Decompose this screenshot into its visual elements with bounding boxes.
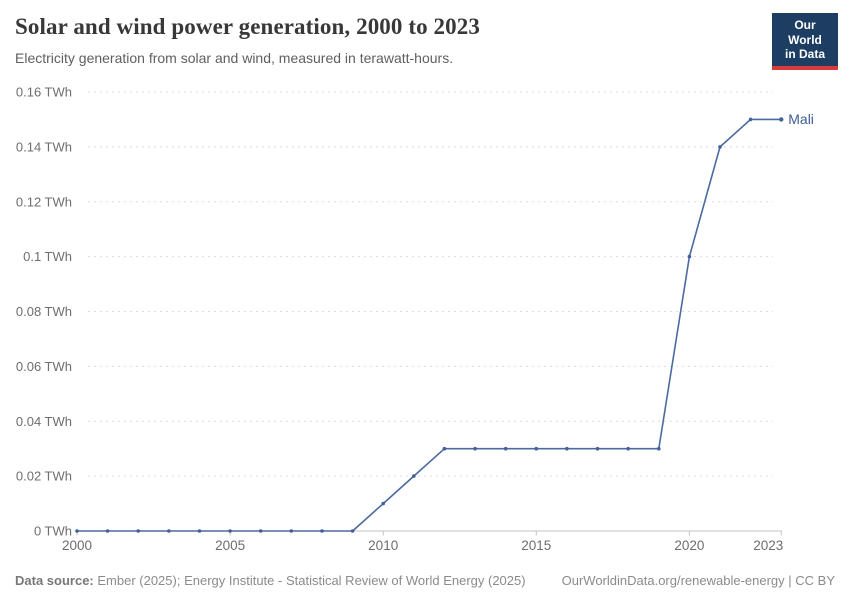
data-point <box>442 446 447 451</box>
y-tick-label: 0.08 TWh <box>16 304 72 319</box>
x-tick-label: 2000 <box>62 538 92 553</box>
series-end-marker <box>779 117 784 122</box>
data-point <box>687 254 692 259</box>
footer-link[interactable]: OurWorldinData.org/renewable-energy | CC… <box>561 573 835 588</box>
y-tick-label: 0 TWh <box>34 524 72 539</box>
data-point <box>381 501 386 506</box>
logo-text-line2: in Data <box>784 47 825 62</box>
data-point <box>718 145 722 149</box>
data-point <box>167 529 171 533</box>
data-point <box>503 446 508 451</box>
x-tick-label: 2005 <box>215 538 245 553</box>
data-point <box>258 529 263 533</box>
data-point <box>320 529 324 533</box>
data-point <box>350 529 355 533</box>
y-tick-label: 0.04 TWh <box>16 414 72 429</box>
chart-footer: Data source: Ember (2025); Energy Instit… <box>15 573 835 588</box>
data-source: Data source: Ember (2025); Energy Instit… <box>15 573 526 588</box>
data-source-label: Data source: <box>15 573 94 588</box>
y-tick-label: 0.12 TWh <box>16 194 72 209</box>
data-point <box>595 446 600 451</box>
owid-logo[interactable]: Our World in Data <box>772 13 838 70</box>
data-point <box>228 529 232 533</box>
x-tick-label: 2010 <box>368 538 398 553</box>
data-point <box>626 446 630 451</box>
data-point <box>565 446 569 451</box>
y-tick-label: 0.14 TWh <box>16 139 72 154</box>
series-line <box>77 118 782 532</box>
y-tick-label: 0.02 TWh <box>16 469 72 484</box>
page-title: Solar and wind power generation, 2000 to… <box>15 14 480 39</box>
data-point <box>289 529 294 533</box>
data-point <box>136 529 140 533</box>
data-point <box>412 474 416 478</box>
series-end-label: Mali <box>788 111 814 127</box>
x-tick-label: 2020 <box>674 538 704 553</box>
data-point <box>473 446 477 451</box>
data-point <box>105 529 110 533</box>
y-tick-label: 0.1 TWh <box>23 249 72 264</box>
data-point <box>748 117 753 122</box>
chart-subtitle: Electricity generation from solar and wi… <box>15 50 454 66</box>
data-point <box>75 529 79 533</box>
data-point <box>534 446 539 451</box>
data-source-text: Ember (2025); Energy Institute - Statist… <box>93 573 526 588</box>
x-tick-label: 2015 <box>521 538 551 553</box>
x-tick-label: 2023 <box>753 538 783 553</box>
y-tick-label: 0.06 TWh <box>16 359 72 374</box>
data-point <box>657 446 661 451</box>
logo-text-line1: Our World <box>788 18 822 47</box>
data-point <box>197 529 202 533</box>
y-tick-label: 0.16 TWh <box>16 85 72 100</box>
